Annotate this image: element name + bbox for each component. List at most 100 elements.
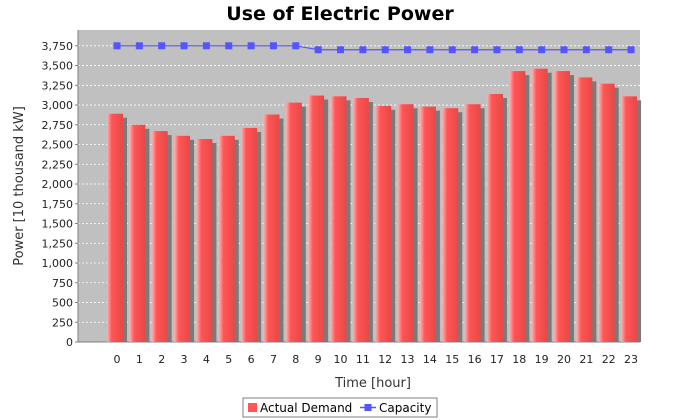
x-tick-label: 16 <box>468 353 482 366</box>
bar-actual-demand <box>285 102 302 342</box>
bar-actual-demand <box>218 135 235 342</box>
x-tick-label: 20 <box>557 353 571 366</box>
bar-actual-demand <box>621 96 638 342</box>
x-axis-label: Time [hour] <box>334 376 411 391</box>
y-tick-label: 2,000 <box>42 178 74 191</box>
capacity-point <box>381 46 389 54</box>
capacity-point <box>135 42 143 50</box>
y-tick-label: 2,750 <box>42 119 74 132</box>
capacity-point <box>515 46 523 54</box>
bar-actual-demand <box>531 68 548 342</box>
chart-title: Use of Electric Power <box>226 3 454 25</box>
x-tick-label: 8 <box>292 353 299 366</box>
y-tick-label: 1,500 <box>42 218 74 231</box>
x-axis: 0 1 2 3 4 5 6 7 8 9 10 11 12 13 14 15 16 17 18 19 20 21 22 23 <box>78 341 640 366</box>
y-tick-label: 2,500 <box>42 139 74 152</box>
x-tick-label: 3 <box>181 353 188 366</box>
bar-actual-demand <box>509 71 526 342</box>
y-tick-label: 3,750 <box>42 40 74 53</box>
x-tick-label: 1 <box>136 353 143 366</box>
y-axis: 0 250 500 750 1,000 1,250 1,500 1,750 2,000 2,250… <box>42 30 79 349</box>
capacity-point <box>359 46 367 54</box>
capacity-point <box>404 46 412 54</box>
x-tick-label: 2 <box>158 353 165 366</box>
legend-frame <box>242 397 438 418</box>
bar-actual-demand <box>442 108 459 342</box>
bar-series <box>107 68 642 343</box>
legend-swatch-capacity-marker <box>364 404 372 411</box>
legend-label-actual-demand: Actual Demand <box>260 401 352 415</box>
x-tick-label: 0 <box>114 353 121 366</box>
y-tick-label: 0 <box>66 336 73 349</box>
bar-actual-demand <box>554 71 570 342</box>
x-tick-label: 7 <box>270 353 277 366</box>
x-tick-label: 15 <box>445 353 459 366</box>
bar-actual-demand <box>397 104 414 342</box>
capacity-point <box>292 42 300 50</box>
capacity-point <box>269 42 277 50</box>
capacity-point <box>471 46 479 54</box>
y-tick-label: 2,250 <box>42 158 74 171</box>
x-tick-label: 19 <box>535 353 549 366</box>
line-series <box>113 42 635 54</box>
x-tick-label: 18 <box>512 353 526 366</box>
bar-actual-demand <box>486 93 503 343</box>
capacity-point <box>337 46 344 54</box>
x-tick-label: 5 <box>225 353 232 366</box>
x-tick-label: 21 <box>579 353 593 366</box>
bar-actual-demand <box>419 106 436 342</box>
capacity-line <box>117 45 632 51</box>
y-tick-label: 250 <box>52 316 73 329</box>
y-axis-label: Power [10 thousand kW] <box>12 106 27 266</box>
bar-actual-demand <box>330 96 347 342</box>
y-tick-label: 1,750 <box>42 198 74 211</box>
capacity-point <box>180 42 188 50</box>
bar-actual-demand <box>263 114 280 343</box>
x-tick-label: 22 <box>602 353 616 366</box>
capacity-point <box>582 46 590 54</box>
x-tick-label: 9 <box>315 353 322 366</box>
bar-actual-demand <box>107 113 123 342</box>
capacity-point <box>605 46 613 54</box>
capacity-point <box>113 42 121 50</box>
y-tick-label: 750 <box>52 277 73 290</box>
capacity-point <box>426 46 434 54</box>
capacity-point <box>247 42 255 50</box>
capacity-point <box>448 46 456 54</box>
bar-actual-demand <box>576 77 593 343</box>
capacity-point <box>493 46 501 54</box>
legend-swatch-actual-demand <box>248 403 257 412</box>
bar-actual-demand <box>241 127 258 342</box>
x-tick-label: 12 <box>378 353 392 366</box>
x-tick-label: 6 <box>248 353 255 366</box>
x-tick-label: 4 <box>203 353 210 366</box>
bar-actual-demand <box>129 124 146 342</box>
capacity-point <box>225 42 233 50</box>
bar-actual-demand <box>308 95 325 342</box>
bar-actual-demand <box>464 104 481 342</box>
bar-actual-demand <box>196 139 213 342</box>
x-tick-label: 17 <box>490 353 504 366</box>
x-tick-label: 23 <box>624 353 638 366</box>
x-tick-label: 11 <box>356 353 370 366</box>
y-tick-label: 3,500 <box>42 60 74 73</box>
capacity-point <box>202 42 210 50</box>
x-tick-label: 14 <box>423 353 437 366</box>
capacity-point <box>158 42 166 50</box>
x-tick-label: 13 <box>401 353 415 366</box>
capacity-point <box>538 46 546 54</box>
y-tick-label: 500 <box>52 297 73 310</box>
bar-actual-demand <box>151 131 168 342</box>
bar-actual-demand <box>174 135 191 342</box>
legend: Actual Demand Capacity <box>242 397 438 418</box>
y-tick-label: 1,250 <box>42 237 74 250</box>
capacity-point <box>314 46 322 54</box>
y-tick-label: 3,000 <box>42 99 74 112</box>
bar-actual-demand <box>598 83 615 342</box>
legend-label-capacity: Capacity <box>379 401 431 415</box>
capacity-point <box>560 46 568 54</box>
x-tick-label: 10 <box>334 353 348 366</box>
bar-actual-demand <box>375 105 392 342</box>
